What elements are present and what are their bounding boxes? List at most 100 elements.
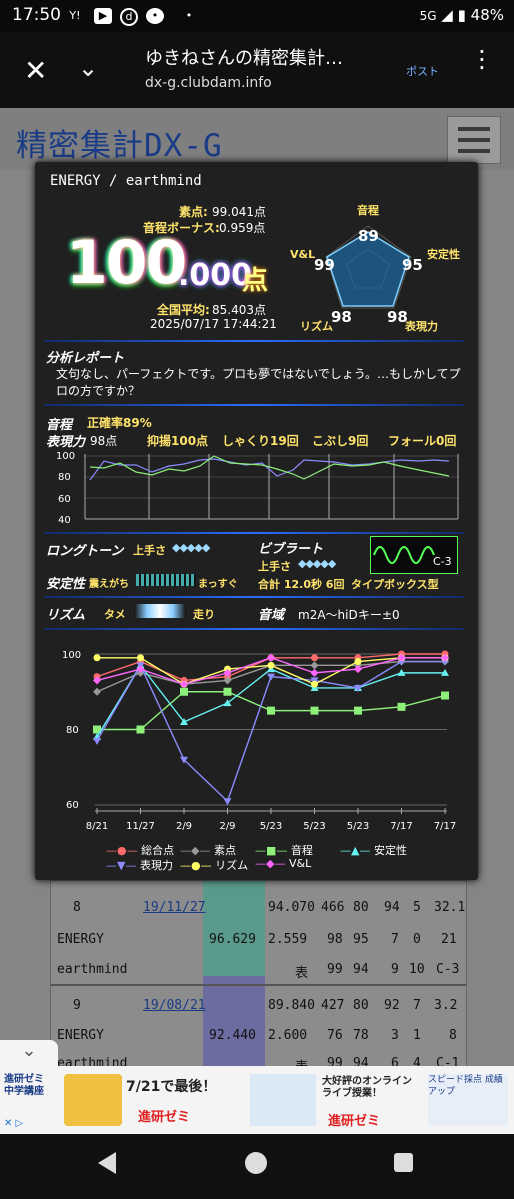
divider <box>44 532 464 534</box>
vibrato-wave-box: C-3 <box>370 536 458 574</box>
data-point <box>354 684 362 692</box>
analysis-text: 文句なし、パーフェクトです。プロも夢ではないでしょう。…もしかしてプロの方ですか… <box>56 367 461 398</box>
expression-line <box>89 458 450 481</box>
cell: 9 <box>73 998 81 1013</box>
cell: 5 <box>413 900 421 915</box>
x-tick-label: 2/9 <box>219 821 235 832</box>
bonus-label: 音程ボーナス: <box>143 221 220 235</box>
data-point <box>223 668 232 677</box>
pitch-section-chart <box>84 454 459 520</box>
date-link[interactable]: 19/11/27 <box>143 900 206 915</box>
data-point <box>354 658 362 666</box>
key-value: キー±0 <box>358 608 400 622</box>
score-column-highlight-2 <box>203 976 265 1066</box>
history-ytick: 80 <box>66 725 79 736</box>
data-point <box>397 653 406 662</box>
vibrato-label: 上手さ <box>258 560 291 573</box>
data-point <box>137 654 144 662</box>
vibrato-badge: C-3 <box>433 555 452 568</box>
pitch-ytick: 100 <box>56 451 76 462</box>
cell: 4 <box>413 1056 421 1071</box>
legend-label: 音程 <box>290 844 313 857</box>
data-point <box>441 653 449 662</box>
data-point <box>180 756 188 764</box>
x-tick-label: 7/17 <box>434 821 456 832</box>
radar-frame <box>325 225 412 309</box>
site-title[interactable]: 精密集計DX-G <box>16 128 223 164</box>
back-icon[interactable] <box>98 1152 116 1174</box>
data-point <box>311 680 318 688</box>
collapse-ad-button[interactable]: ⌄ <box>0 1040 58 1068</box>
cell: 0 <box>413 932 421 947</box>
ad-banner1-text: 7/21で最後！ <box>126 1079 217 1095</box>
cell: 7 <box>413 998 421 1013</box>
longtone-label: 上手さ <box>133 544 166 557</box>
data-point <box>441 691 449 700</box>
page-url[interactable]: dx-g.clubdam.info <box>145 75 272 91</box>
range-value: m2A～hiD <box>298 608 358 622</box>
data-point <box>441 668 449 676</box>
yahoo-icon: Y! <box>69 9 81 22</box>
yokuyo-score: 抑揚100点 <box>147 434 209 448</box>
radar-value-rhythm: 98 <box>331 308 352 326</box>
data-point <box>93 676 101 685</box>
cell: 8 <box>73 900 81 915</box>
legend-marker-icon: —▲— <box>340 844 371 857</box>
stability-left-label: 震えがち <box>89 579 129 590</box>
radar-label-expression: 表現力 <box>405 320 438 333</box>
ad-close-icon[interactable]: ✕ ▷ <box>4 1118 24 1129</box>
radar-label-stability: 安定性 <box>427 248 460 261</box>
longtone-title: ロングトーン <box>46 544 124 559</box>
close-icon[interactable]: ✕ <box>24 54 48 87</box>
radar-value-stability: 95 <box>402 256 423 274</box>
ad-banner[interactable]: 進研ゼミ 中学講座 ✕ ▷ 7/21で最後！ 進研ゼミ 大好評のオンラインライブ… <box>0 1066 514 1134</box>
data-point <box>267 653 275 662</box>
data-point <box>180 687 188 696</box>
chevron-down-icon[interactable]: ⌄ <box>78 54 99 82</box>
hamburger-bar <box>458 127 490 131</box>
data-point <box>223 798 232 806</box>
data-point <box>223 699 232 707</box>
post-button[interactable]: ポスト <box>406 65 439 78</box>
date-link[interactable]: 19/08/21 <box>143 998 206 1013</box>
signal-icon: ◢ <box>441 6 453 24</box>
cell: 96.629 <box>209 932 256 947</box>
d-app-icon: d <box>120 8 138 26</box>
recents-icon[interactable] <box>394 1153 413 1172</box>
data-point <box>136 725 145 734</box>
data-point <box>223 676 232 685</box>
pitch-ytick: 40 <box>58 515 71 526</box>
results-table: 8 19/11/27 94.070 466 80 94 5 32.1 ENERG… <box>50 880 467 1075</box>
stability-title: 安定性 <box>46 577 86 592</box>
battery-icon: ▮ <box>457 6 466 24</box>
more-icon[interactable]: ⋮ <box>470 45 494 73</box>
page-title: ゆきねさんの精密集計… <box>145 48 343 69</box>
longtone-rating-icon: ◆◆◆◆◆ <box>172 541 210 554</box>
vibrato-wave-icon <box>373 546 435 564</box>
cell: 92.440 <box>209 1028 256 1043</box>
total-score-decimal: .000 <box>178 258 253 293</box>
kobushi-count: こぶし9回 <box>312 434 369 448</box>
vibrato-rating-icon: ◆◆◆◆◆ <box>298 557 336 570</box>
menu-button[interactable] <box>447 116 501 164</box>
vibrato-title: ビブラート <box>258 542 324 557</box>
cell: 8 <box>449 1028 457 1043</box>
shakuri-count: しゃくり19回 <box>222 434 299 448</box>
x-tick-label: 5/23 <box>260 821 282 832</box>
rhythm-left-label: タメ <box>104 608 126 621</box>
pitch-title: 音程 <box>46 418 73 433</box>
data-point <box>93 687 101 696</box>
cell: 1 <box>413 1028 421 1043</box>
legend-rhythm: —●— リズム <box>180 857 248 873</box>
cell: 2.600 <box>268 1028 308 1043</box>
table-row: earthmind 表 99 94 9 10 C-3 <box>51 955 466 985</box>
rhythm-title: リズム <box>46 608 86 623</box>
result-card <box>35 162 478 880</box>
divider <box>51 984 466 986</box>
home-icon[interactable] <box>245 1152 267 1174</box>
cell: 2.559 <box>268 932 308 947</box>
site-header <box>0 108 514 170</box>
history-legend: —●— 総合点 —◆— 素点 —■— 音程 —▲— 安定性 —▼— 表現力 —●… <box>100 842 440 872</box>
x-tick-label: 11/27 <box>126 821 155 832</box>
table-row: ENERGY 96.629 2.559 98 95 7 0 21 <box>51 925 466 955</box>
